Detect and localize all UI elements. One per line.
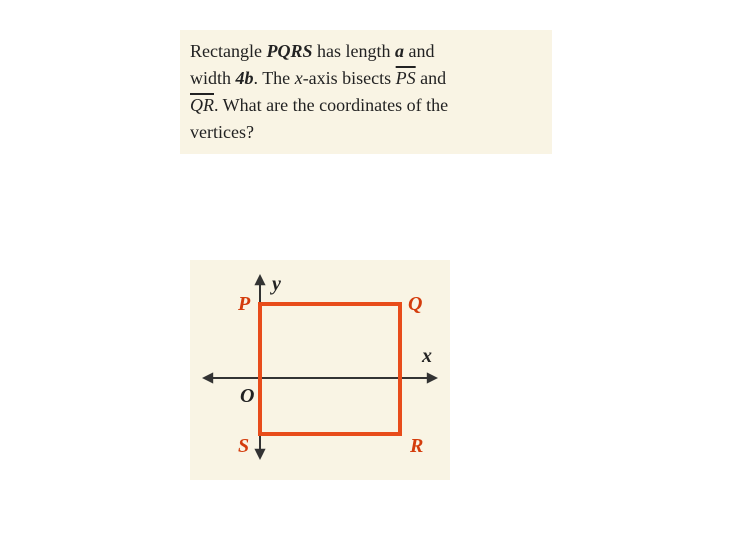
text: Rectangle: [190, 41, 266, 61]
text: and: [404, 41, 435, 61]
label-p: P: [237, 293, 251, 315]
width-expr: 4b: [236, 68, 254, 88]
text: vertices?: [190, 122, 254, 142]
text: and: [416, 68, 447, 88]
label-origin: O: [240, 385, 254, 407]
problem-panel: Rectangle PQRS has length a and width 4b…: [180, 30, 552, 154]
x-var: x: [295, 68, 303, 88]
label-r: R: [409, 435, 423, 457]
label-x-axis: x: [421, 345, 432, 367]
seg-ps: PS: [396, 68, 416, 88]
arrow-up-icon: [254, 274, 265, 285]
label-y-axis: y: [270, 273, 281, 295]
rect-name: PQRS: [266, 41, 312, 61]
text: . What are the coordinates of the: [214, 95, 448, 115]
rectangle-pqrs: [260, 304, 400, 434]
text: has length: [312, 41, 395, 61]
var-a: a: [395, 41, 404, 61]
arrow-down-icon: [254, 449, 265, 460]
arrow-left-icon: [202, 372, 213, 383]
label-s: S: [238, 435, 249, 457]
text: . The: [254, 68, 295, 88]
diagram-panel: P Q R S Ox y: [190, 260, 450, 480]
diagram-svg: P Q R S Ox y: [190, 260, 450, 480]
text: -axis bisects: [303, 68, 396, 88]
label-q: Q: [408, 293, 422, 315]
arrow-right-icon: [427, 372, 438, 383]
seg-qr: QR: [190, 95, 214, 115]
text: width: [190, 68, 236, 88]
